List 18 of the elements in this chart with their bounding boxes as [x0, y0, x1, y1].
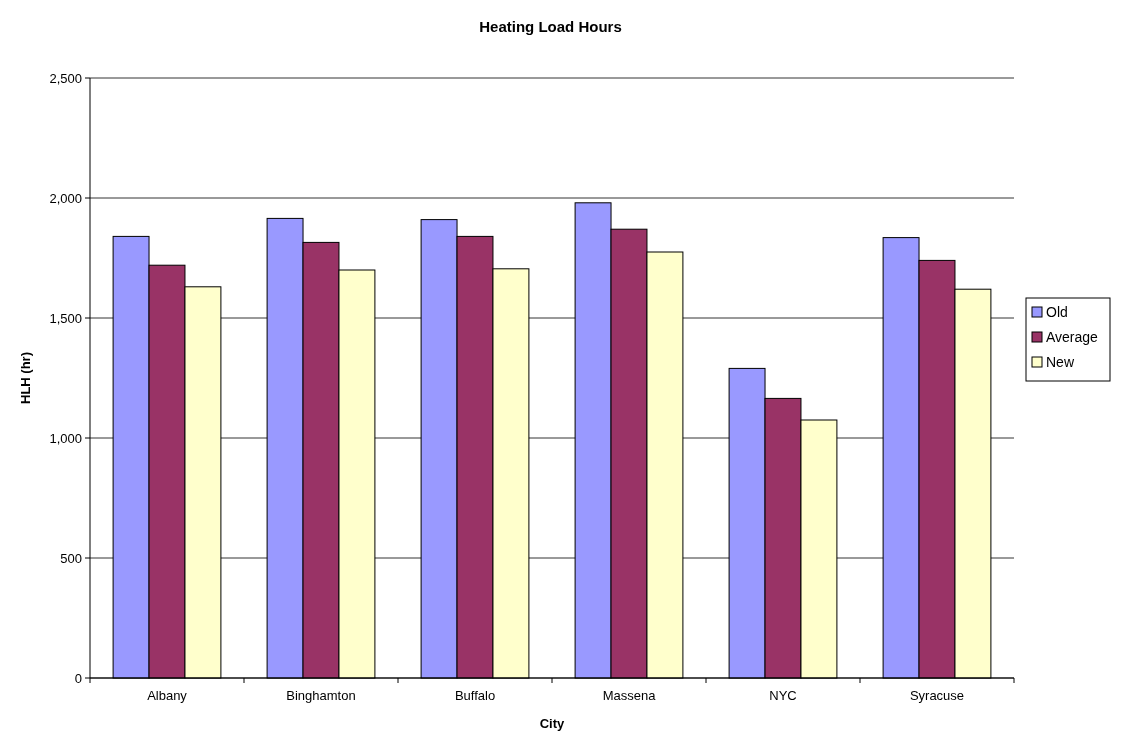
- y-tick-label: 2,000: [49, 190, 82, 206]
- x-tick-label: Syracuse: [909, 688, 965, 703]
- y-tick-label: 1,500: [49, 310, 82, 326]
- y-tick-label: 0: [74, 670, 82, 686]
- y-axis-title: HLH (hr): [18, 352, 33, 404]
- legend-label: New: [1046, 354, 1075, 370]
- x-tick-label: Buffalo: [454, 688, 496, 703]
- y-tick-label: 2,500: [49, 70, 82, 86]
- x-tick-label: Binghamton: [286, 688, 356, 703]
- y-tick-label: 1,000: [49, 430, 82, 446]
- legend-label: Old: [1046, 304, 1068, 320]
- x-tick-label: NYC: [769, 688, 797, 703]
- x-axis-title: City: [539, 716, 566, 731]
- x-tick-label: Massena: [602, 688, 657, 703]
- y-tick-label: 500: [60, 550, 82, 566]
- chart-title: Heating Load Hours: [479, 18, 622, 35]
- x-tick-label: Albany: [147, 688, 188, 703]
- legend-label: Average: [1046, 329, 1099, 345]
